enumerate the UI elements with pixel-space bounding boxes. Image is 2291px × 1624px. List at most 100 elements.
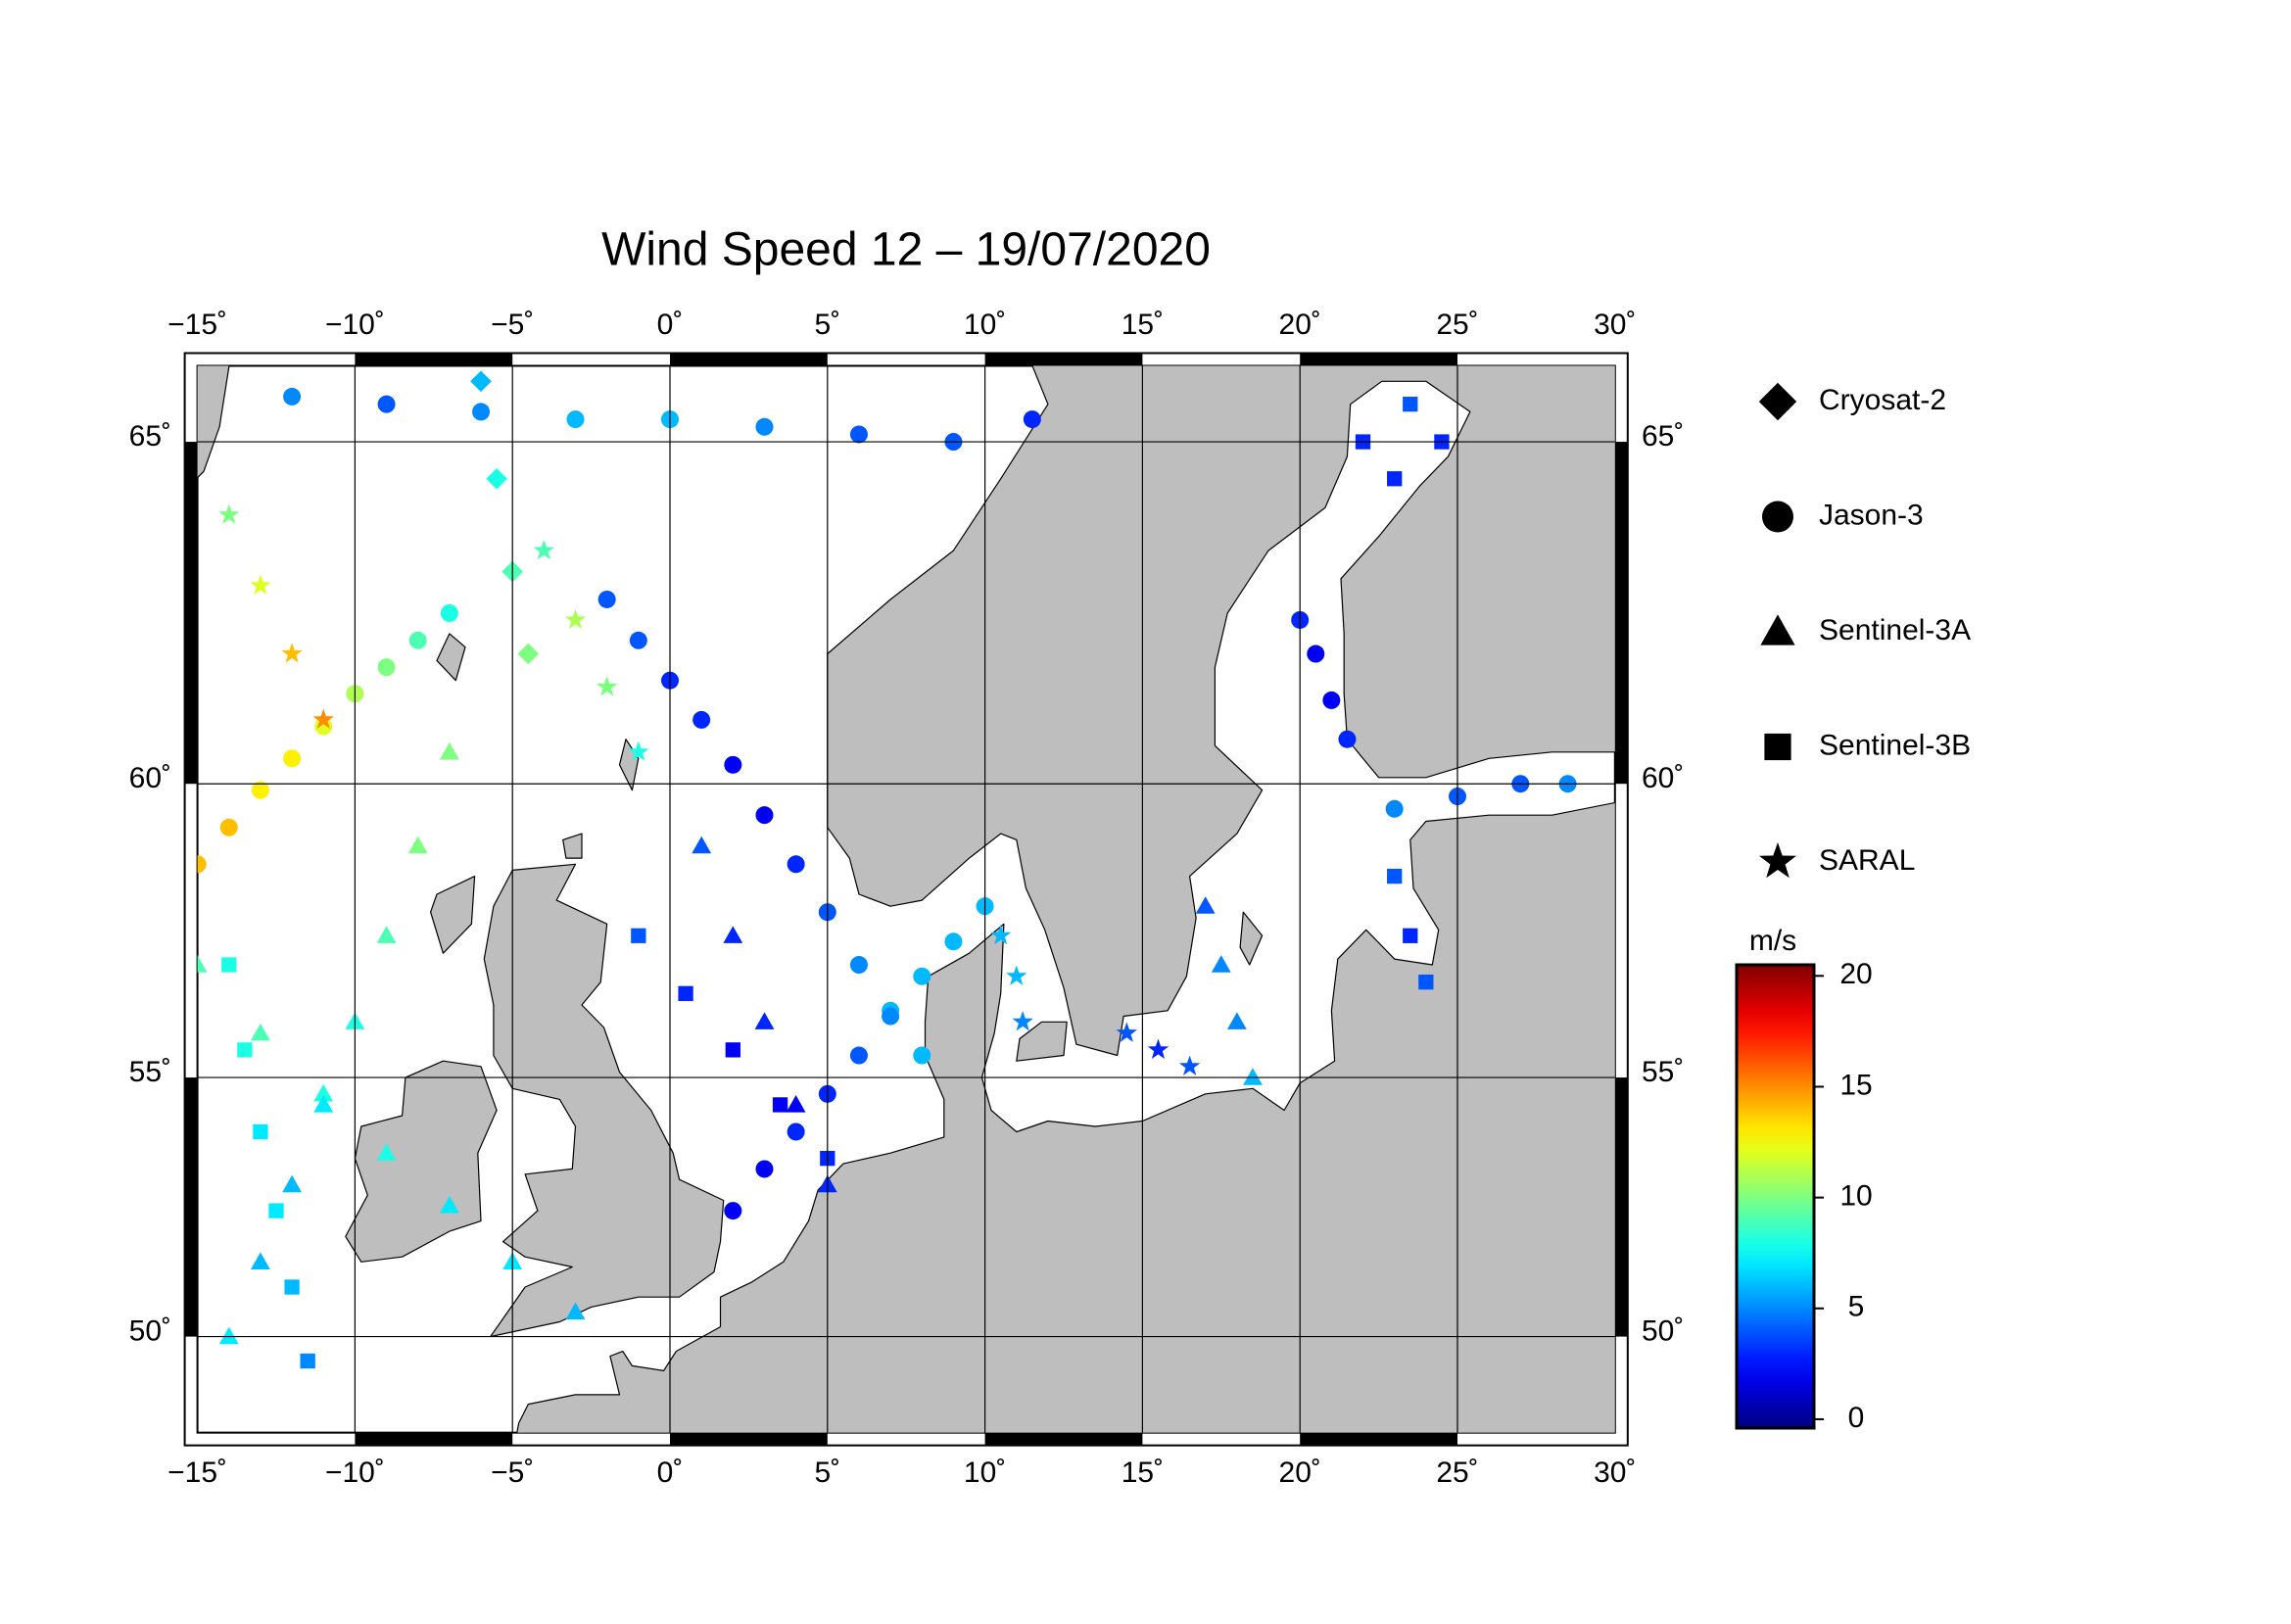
marker-triangle: [251, 1023, 270, 1041]
colorbar-tick-label: 15: [1839, 1069, 1872, 1101]
marker-triangle: [376, 926, 397, 943]
marker-circle: [314, 717, 333, 736]
marker-circle: [692, 710, 711, 729]
frame-bar: [184, 1077, 198, 1337]
marker-circle: [566, 410, 585, 429]
marker-triangle: [440, 1195, 459, 1214]
marker-circle: [787, 1122, 805, 1141]
marker-square: [1418, 975, 1434, 990]
frame-bar: [1300, 353, 1457, 366]
x-tick-label: −15˚: [167, 1457, 227, 1489]
marker-circle: [849, 956, 868, 975]
legend-label: Jason-3: [1819, 499, 1924, 531]
legend-label: Sentinel-3A: [1819, 614, 1971, 646]
marker-circle: [251, 781, 269, 799]
marker-circle: [597, 590, 616, 608]
land: [430, 875, 476, 954]
marker-square: [678, 985, 693, 1001]
marker-square: [268, 1203, 284, 1218]
marker-triangle: [1211, 955, 1231, 973]
x-tick-label: 30˚: [1594, 309, 1636, 341]
marker-circle: [882, 1007, 900, 1026]
frame-bar: [670, 353, 828, 366]
legend-marker: [1764, 733, 1791, 761]
marker-triangle: [723, 926, 743, 943]
marker-circle: [283, 387, 302, 406]
marker-triangle: [1195, 896, 1216, 914]
marker-circle: [755, 806, 774, 825]
legend-marker: [1760, 614, 1795, 645]
frame-bar: [1614, 1077, 1628, 1337]
marker-diamond: [470, 370, 492, 393]
chart-title: Wind Speed 12 – 19/07/2020: [601, 224, 1211, 276]
marker-circle: [724, 755, 742, 774]
marker-circle: [408, 631, 427, 649]
legend-label: Sentinel-3B: [1819, 729, 1971, 761]
land: [1016, 1021, 1068, 1062]
marker-triangle: [251, 1252, 270, 1269]
land: [1239, 911, 1264, 966]
marker-circle: [629, 631, 647, 649]
marker-square: [253, 1123, 268, 1140]
legend-label: Cryosat-2: [1819, 384, 1946, 416]
x-tick-label: −10˚: [325, 309, 385, 341]
map-body: [197, 365, 1615, 1433]
land: [827, 365, 1615, 1057]
frame-bar: [1300, 1432, 1457, 1446]
marker-triangle: [565, 1302, 586, 1320]
colorbar-tick-label: 20: [1839, 958, 1872, 990]
marker-triangle: [313, 1095, 334, 1113]
y-tick-label: 55˚: [129, 1056, 171, 1088]
marker-triangle: [786, 1095, 806, 1113]
frame-bar: [984, 353, 1143, 366]
y-tick-label: 60˚: [129, 762, 171, 794]
marker-square: [284, 1279, 300, 1295]
marker-circle: [944, 932, 963, 951]
marker-circle: [913, 1046, 931, 1065]
x-tick-label: 15˚: [1122, 309, 1164, 341]
y-tick-label: 50˚: [129, 1315, 171, 1348]
marker-circle: [913, 967, 931, 985]
marker-circle: [197, 855, 207, 874]
frame-bar: [670, 1432, 828, 1446]
marker-star: [1012, 1011, 1033, 1031]
marker-star: [1178, 1055, 1201, 1075]
frame-bar: [984, 1432, 1143, 1446]
y-tick-label: 55˚: [1642, 1056, 1684, 1088]
marker-triangle: [376, 1143, 397, 1161]
x-tick-label: 15˚: [1122, 1457, 1164, 1489]
x-tick-label: −10˚: [325, 1457, 385, 1489]
marker-triangle: [407, 836, 428, 854]
frame-bar: [1614, 442, 1628, 785]
marker-circle: [1385, 799, 1404, 818]
marker-circle: [219, 818, 238, 836]
marker-square: [772, 1097, 788, 1113]
marker-triangle: [754, 1012, 775, 1029]
marker-circle: [755, 1160, 774, 1178]
x-tick-label: 20˚: [1279, 309, 1321, 341]
marker-star: [312, 708, 334, 729]
x-tick-label: 25˚: [1436, 1457, 1478, 1489]
marker-square: [221, 957, 237, 973]
land: [436, 633, 466, 682]
marker-star: [250, 574, 271, 595]
marker-triangle: [218, 1326, 239, 1345]
marker-triangle: [282, 1174, 302, 1193]
x-tick-label: −15˚: [167, 309, 227, 341]
colorbar-label: m/s: [1749, 925, 1796, 957]
land: [345, 1060, 498, 1263]
marker-square: [1403, 397, 1418, 412]
marker-circle: [472, 403, 491, 421]
frame-bar: [184, 442, 198, 785]
legend-label: SARAL: [1819, 844, 1915, 877]
colorbar: [1735, 963, 1816, 1430]
x-tick-label: 0˚: [657, 1457, 684, 1489]
x-tick-label: 30˚: [1594, 1457, 1636, 1489]
marker-circle: [377, 395, 396, 413]
marker-circle: [755, 417, 774, 436]
marker-square: [1387, 471, 1403, 487]
y-tick-label: 65˚: [129, 420, 171, 453]
legend-marker: [1758, 382, 1797, 421]
frame-bar: [355, 1432, 513, 1446]
